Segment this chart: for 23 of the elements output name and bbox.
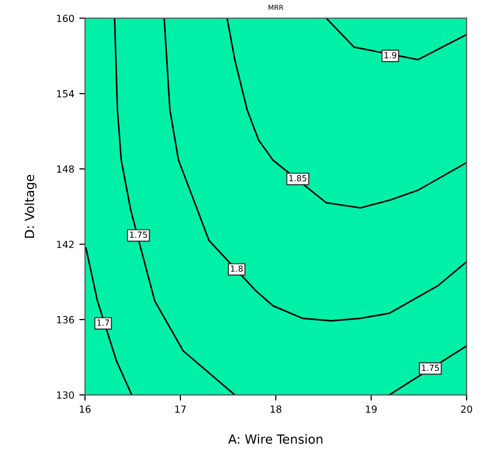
- annotation: 1.75: [422, 364, 439, 371]
- x-tick-label: 18: [270, 405, 282, 413]
- line-series: [226, 18, 467, 209]
- y-tick-label: 154: [57, 90, 74, 98]
- y-tick-label: 160: [57, 14, 74, 22]
- y-tick-label: 148: [57, 165, 74, 173]
- y-axis-title: D: Voltage: [24, 174, 37, 238]
- y-tick-label: 130: [57, 391, 74, 399]
- x-tick-label: 19: [366, 405, 377, 413]
- line-series: [163, 18, 467, 322]
- x-axis-title: A: Wire Tension: [228, 434, 322, 444]
- line-series: [85, 247, 133, 395]
- annotation: 1.8: [230, 265, 243, 272]
- x-tick-label: 20: [461, 405, 472, 413]
- y-tick-label: 136: [57, 316, 74, 324]
- x-tick-label: 16: [80, 405, 91, 413]
- annotation: 1.7: [97, 320, 110, 326]
- annotation: 1.85: [289, 175, 306, 182]
- y-tick-label: 142: [57, 240, 74, 248]
- line-series: [326, 18, 467, 60]
- annotation: 1.9: [384, 52, 396, 58]
- annotation: 1.75: [130, 232, 147, 238]
- x-tick-label: 17: [175, 406, 186, 413]
